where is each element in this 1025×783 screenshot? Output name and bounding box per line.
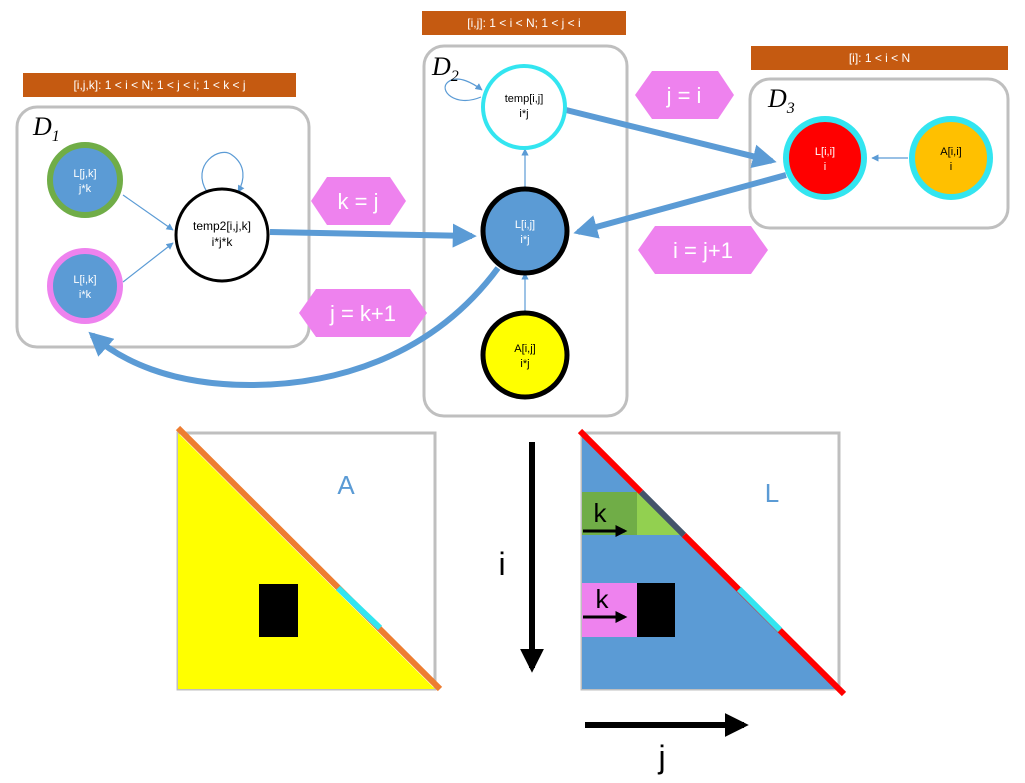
edge-label-j-eq-k1: j = k+1 <box>329 301 396 326</box>
domain-d2-letter: D <box>432 52 451 81</box>
node-lik-label: L[i,k] <box>73 274 96 286</box>
edge-lik-temp2 <box>122 242 174 283</box>
matrix-a-diagonal <box>175 425 443 692</box>
matrix-a-block <box>259 584 298 637</box>
node-aii-size: i <box>950 161 952 173</box>
domain-d1-letter: D <box>33 112 52 141</box>
edge-temp-lii <box>565 107 777 169</box>
node-temp <box>481 64 567 150</box>
k-label-green: k <box>594 498 608 528</box>
edge-lii-lij <box>573 172 787 239</box>
temp2-self-loop <box>201 151 245 193</box>
edge-label-k-eq-j: k = j <box>338 189 379 214</box>
domain-d2-sub: 2 <box>450 68 459 86</box>
node-lik-size: i*k <box>79 289 92 301</box>
node-ljk-size: j*k <box>78 183 92 195</box>
domain-d3-sub: 3 <box>786 100 795 118</box>
domain-d2-banner: [i,j]: 1 < i < N; 1 < j < i <box>422 11 626 35</box>
matrix-l-diagonal-red-a <box>577 428 644 495</box>
edge-label-k-eq-j-shape <box>311 177 406 225</box>
matrix-l-label: L <box>765 478 779 508</box>
edge-label-j-eq-i: j = i <box>666 83 702 108</box>
matrix-a-label: A <box>337 470 355 500</box>
node-lii <box>783 116 867 200</box>
matrix-l-diagonal-highlight <box>736 586 783 633</box>
node-temp2-size: i*j*k <box>212 235 234 249</box>
node-aii <box>909 116 993 200</box>
matrix-l-diagonal-dark <box>638 489 687 538</box>
edge-label-i-eq-j1-shape <box>638 226 768 274</box>
edge-label-i-eq-j1: i = j+1 <box>673 238 733 263</box>
domain-d2-label: D2 <box>432 52 459 86</box>
node-ljk <box>47 142 123 218</box>
node-aij-label: A[i,j] <box>514 343 535 355</box>
temp-self-loop <box>444 78 483 102</box>
edge-lij-lik <box>88 266 501 389</box>
k-label-magenta: k <box>596 584 610 614</box>
edge-label-j-eq-k1-shape <box>299 289 427 337</box>
node-aii-label: A[i,i] <box>940 146 961 158</box>
node-aij <box>480 310 570 400</box>
matrix-l-row-green <box>582 492 637 535</box>
domain-d1-label: D1 <box>33 112 60 146</box>
j-axis-label: j <box>657 739 665 775</box>
edge-label-j-eq-i-shape <box>635 71 734 119</box>
domain-d3-banner: [i]: 1 < i < N <box>751 46 1008 70</box>
edge-ljk-temp2 <box>122 194 174 231</box>
domain-d1-banner: [i,j,k]: 1 < i < N; 1 < j < i; 1 < k < j <box>23 73 296 97</box>
matrix-a-diagonal-highlight <box>335 585 383 631</box>
node-lij <box>480 186 570 276</box>
node-temp2-label: temp2[i,j,k] <box>193 219 251 233</box>
i-axis-label: i <box>498 546 505 582</box>
domain-d3-label: D3 <box>768 84 795 118</box>
edge-temp2-lij <box>269 223 477 248</box>
node-temp2 <box>174 187 270 283</box>
node-aij-size: i*j <box>520 358 529 370</box>
domain-d1-sub: 1 <box>51 128 60 146</box>
node-lii-size: i <box>824 161 826 173</box>
matrix-l-block <box>637 583 675 637</box>
node-lij-label: L[i,j] <box>515 219 535 231</box>
node-temp-size: i*j <box>519 108 528 120</box>
node-lij-size: i*j <box>520 234 529 246</box>
node-ljk-label: L[j,k] <box>73 168 96 180</box>
node-lik <box>47 248 123 324</box>
matrix-a-lower-triangle <box>178 433 435 689</box>
domain-d3-letter: D <box>768 84 787 113</box>
node-lii-label: L[i,i] <box>815 146 835 158</box>
node-temp-label: temp[i,j] <box>505 93 544 105</box>
matrix-l-row-magenta <box>582 583 637 637</box>
